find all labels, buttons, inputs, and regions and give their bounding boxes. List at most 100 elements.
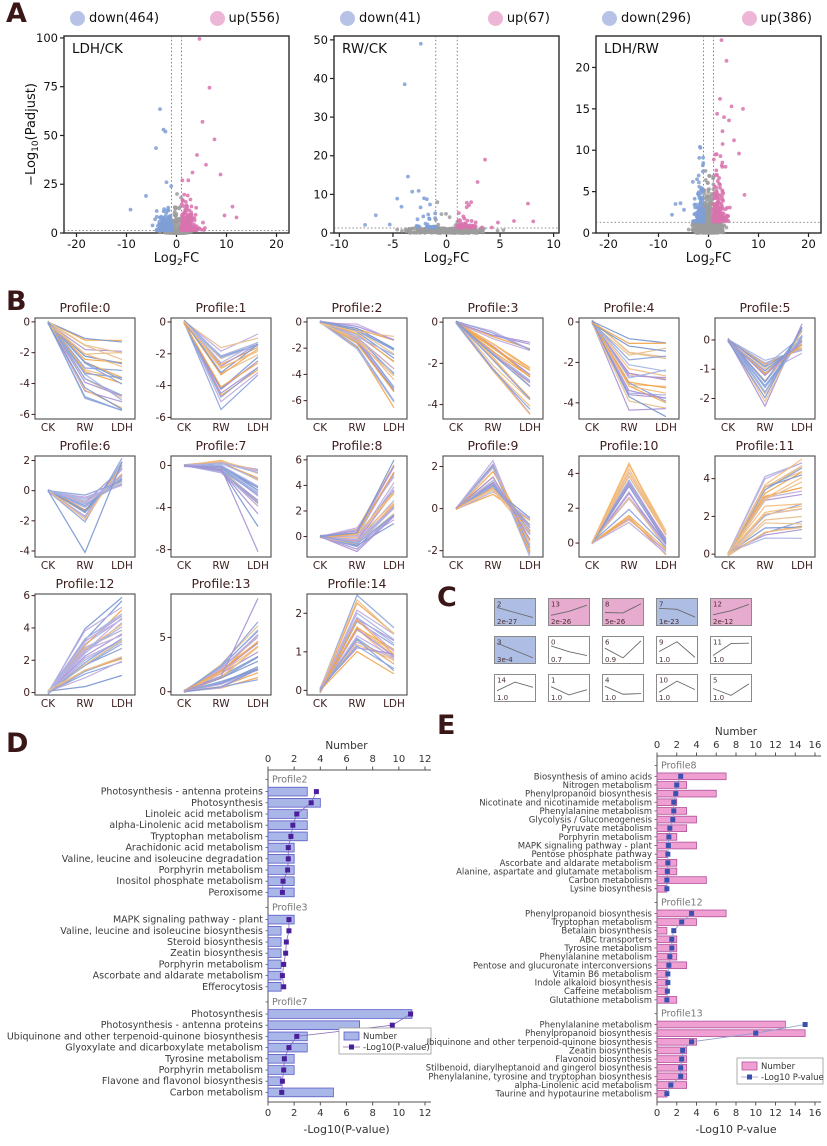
svg-text:LDH/RW: LDH/RW [604, 41, 659, 57]
svg-text:LDH: LDH [111, 560, 133, 572]
svg-text:LDH: LDH [791, 560, 813, 572]
svg-text:14: 14 [789, 1108, 802, 1119]
svg-text:0: 0 [51, 226, 58, 240]
svg-text:0: 0 [431, 317, 438, 329]
svg-text:Tyrosine metabolism: Tyrosine metabolism [563, 944, 652, 954]
svg-text:Porphyrin metabolism: Porphyrin metabolism [559, 833, 652, 843]
svg-text:50: 50 [313, 33, 328, 47]
svg-text:Phenylpropanoid biosynthesis: Phenylpropanoid biosynthesis [525, 1029, 653, 1039]
svg-text:0: 0 [295, 316, 302, 328]
svg-text:Number: Number [761, 1062, 796, 1072]
svg-text:Profile:10: Profile:10 [600, 438, 659, 453]
svg-text:Carbon metabolism: Carbon metabolism [170, 1087, 263, 1098]
svg-text:13: 13 [551, 601, 560, 609]
svg-text:5: 5 [583, 185, 590, 199]
svg-text:Ascorbate and aldarate metabol: Ascorbate and aldarate metabolism [93, 971, 263, 982]
panel-a-label: A [6, 0, 27, 29]
svg-text:-Log10(P-value): -Log10(P-value) [363, 1043, 430, 1053]
up-legend-dot-icon [741, 10, 757, 26]
profile-plot-9: 2 0 -2 CK RW LDH Profile:9 [416, 438, 552, 578]
svg-text:LDH: LDH [383, 698, 405, 710]
up-legend-dot-icon [487, 10, 503, 26]
svg-text:Profile:14: Profile:14 [328, 576, 387, 591]
svg-text:0: 0 [321, 226, 328, 240]
volcano-legend: down(41) up(67) [294, 4, 566, 30]
svg-text:-Log10(P-value): -Log10(P-value) [303, 1123, 389, 1136]
svg-text:RW: RW [620, 422, 638, 434]
svg-text:-8: -8 [156, 544, 166, 556]
profile-grid-cell-6: 60.9 [602, 636, 644, 664]
svg-text:CK: CK [41, 698, 56, 710]
svg-text:0: 0 [567, 538, 574, 550]
svg-text:Log2FC: Log2FC [424, 251, 470, 266]
volcano-legend: down(464) up(556) [24, 4, 296, 30]
svg-text:Flavonoid biosynthesis: Flavonoid biosynthesis [555, 1055, 652, 1065]
svg-text:RW: RW [348, 422, 366, 434]
volcano-ldh-rw: down(296) up(386) -20 -10 0 10 20 0 5 10 15 20 LDH… [556, 4, 827, 270]
volcano-plot-svg: -20 -10 0 10 20 0 25 50 75 100 LDH/CK Log2FC −Log10(… [24, 31, 290, 268]
svg-text:6: 6 [343, 754, 349, 765]
svg-text:Profile8: Profile8 [661, 761, 697, 772]
svg-text:Profile:13: Profile:13 [192, 576, 251, 591]
svg-text:Profile:2: Profile:2 [331, 300, 382, 315]
svg-text:12: 12 [419, 1108, 432, 1119]
svg-text:2e-12: 2e-12 [713, 618, 733, 626]
svg-text:Phenylpropanoid biosynthesis: Phenylpropanoid biosynthesis [525, 790, 653, 800]
svg-text:CK: CK [41, 422, 56, 434]
svg-text:Pentose and glucuronate interc: Pentose and glucuronate interconversions [473, 961, 653, 971]
svg-text:10: 10 [546, 237, 561, 251]
svg-text:-1: -1 [700, 364, 710, 376]
svg-text:2: 2 [291, 1108, 297, 1119]
svg-text:-2: -2 [428, 358, 438, 370]
svg-text:Efferocytosis: Efferocytosis [202, 982, 263, 993]
svg-text:Ubiquinone and other terpenoid: Ubiquinone and other terpenoid-quinone b… [425, 1038, 653, 1048]
svg-text:Photosynthesis - antenna prote: Photosynthesis - antenna proteins [101, 1020, 263, 1031]
svg-text:Nitrogen metabolism: Nitrogen metabolism [563, 781, 652, 791]
svg-text:2: 2 [23, 455, 30, 467]
svg-text:8: 8 [369, 1108, 375, 1119]
svg-text:-4: -4 [20, 378, 31, 390]
svg-text:CK: CK [449, 422, 464, 434]
svg-text:−Log10(Padjust): −Log10(Padjust) [24, 83, 41, 186]
profile-plot-1: 0 -2 -4 -6 CK RW LDH Profile:1 [144, 300, 280, 440]
svg-text:Pentose phosphate pathway: Pentose phosphate pathway [531, 850, 652, 860]
svg-text:4: 4 [703, 473, 710, 485]
svg-text:Tyrosine metabolism: Tyrosine metabolism [164, 1054, 263, 1065]
svg-text:Zeatin biosynthesis: Zeatin biosynthesis [569, 1046, 653, 1056]
svg-text:RW: RW [212, 422, 230, 434]
svg-text:Profile:9: Profile:9 [467, 438, 518, 453]
svg-text:0: 0 [295, 685, 302, 697]
svg-text:1.0: 1.0 [713, 656, 724, 664]
svg-text:LDH: LDH [111, 422, 133, 434]
svg-text:50: 50 [43, 128, 58, 142]
svg-text:11: 11 [713, 639, 722, 647]
svg-text:25: 25 [43, 177, 58, 191]
svg-text:1.0: 1.0 [659, 656, 670, 664]
svg-text:Zeatin biosynthesis: Zeatin biosynthesis [170, 948, 263, 959]
profile-grid-cell-4: 41.0 [602, 674, 644, 702]
svg-text:Phenylalanine metabolism: Phenylalanine metabolism [540, 953, 652, 963]
profile-plot-2: 0 -2 -4 -6 CK RW LDH Profile:2 [280, 300, 416, 440]
svg-text:Indole alkaloid biosynthesis: Indole alkaloid biosynthesis [535, 979, 653, 989]
svg-text:0: 0 [654, 1108, 660, 1119]
svg-text:2e-26: 2e-26 [551, 618, 572, 626]
svg-text:0: 0 [431, 503, 438, 515]
profile-plot-14: 0 1 2 CK RW LDH Profile:14 [280, 576, 416, 716]
svg-text:-Log10 P-value: -Log10 P-value [761, 1073, 824, 1083]
svg-text:4: 4 [23, 622, 30, 634]
svg-text:1: 1 [295, 646, 302, 658]
svg-text:4: 4 [693, 1108, 699, 1119]
svg-text:CK: CK [41, 560, 56, 572]
svg-text:-2: -2 [20, 515, 30, 527]
svg-text:-20: -20 [599, 237, 618, 251]
svg-text:6: 6 [713, 1108, 719, 1119]
svg-text:Betalain biosynthesis: Betalain biosynthesis [561, 927, 652, 937]
svg-text:7: 7 [659, 601, 663, 609]
svg-text:20: 20 [801, 237, 816, 251]
svg-text:0: 0 [551, 639, 555, 647]
profile-lines [47, 457, 123, 554]
svg-text:Alanine, aspartate and glutama: Alanine, aspartate and glutamate metabol… [456, 867, 652, 877]
svg-text:LDH/CK: LDH/CK [72, 41, 124, 57]
svg-text:Profile12: Profile12 [661, 898, 703, 909]
